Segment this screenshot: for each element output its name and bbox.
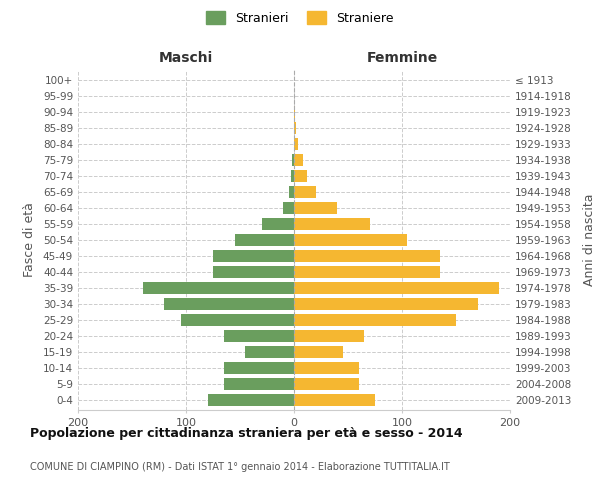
Bar bbox=[224, 330, 294, 342]
Bar bbox=[294, 346, 343, 358]
Bar bbox=[294, 218, 370, 230]
Text: Maschi: Maschi bbox=[159, 51, 213, 65]
Bar bbox=[294, 234, 407, 246]
Bar bbox=[294, 106, 295, 118]
Bar bbox=[294, 362, 359, 374]
Bar bbox=[294, 378, 359, 390]
Bar bbox=[289, 186, 294, 198]
Y-axis label: Fasce di età: Fasce di età bbox=[23, 202, 36, 278]
Bar bbox=[213, 266, 294, 278]
Bar bbox=[294, 314, 456, 326]
Bar bbox=[262, 218, 294, 230]
Legend: Stranieri, Straniere: Stranieri, Straniere bbox=[202, 6, 398, 30]
Text: Femmine: Femmine bbox=[367, 51, 437, 65]
Bar bbox=[181, 314, 294, 326]
Bar bbox=[224, 378, 294, 390]
Bar bbox=[164, 298, 294, 310]
Bar bbox=[294, 298, 478, 310]
Bar bbox=[294, 282, 499, 294]
Bar bbox=[213, 250, 294, 262]
Bar bbox=[294, 266, 440, 278]
Text: COMUNE DI CIAMPINO (RM) - Dati ISTAT 1° gennaio 2014 - Elaborazione TUTTITALIA.I: COMUNE DI CIAMPINO (RM) - Dati ISTAT 1° … bbox=[30, 462, 450, 472]
Bar bbox=[294, 250, 440, 262]
Bar bbox=[294, 186, 316, 198]
Bar bbox=[245, 346, 294, 358]
Bar bbox=[294, 122, 296, 134]
Bar bbox=[235, 234, 294, 246]
Y-axis label: Anni di nascita: Anni di nascita bbox=[583, 194, 596, 286]
Bar bbox=[294, 394, 375, 406]
Bar bbox=[291, 170, 294, 182]
Bar bbox=[294, 154, 302, 166]
Bar bbox=[292, 154, 294, 166]
Bar bbox=[294, 138, 298, 150]
Bar bbox=[224, 362, 294, 374]
Bar bbox=[294, 202, 337, 214]
Bar bbox=[294, 170, 307, 182]
Bar bbox=[283, 202, 294, 214]
Bar bbox=[294, 330, 364, 342]
Bar bbox=[208, 394, 294, 406]
Bar bbox=[143, 282, 294, 294]
Text: Popolazione per cittadinanza straniera per età e sesso - 2014: Popolazione per cittadinanza straniera p… bbox=[30, 428, 463, 440]
